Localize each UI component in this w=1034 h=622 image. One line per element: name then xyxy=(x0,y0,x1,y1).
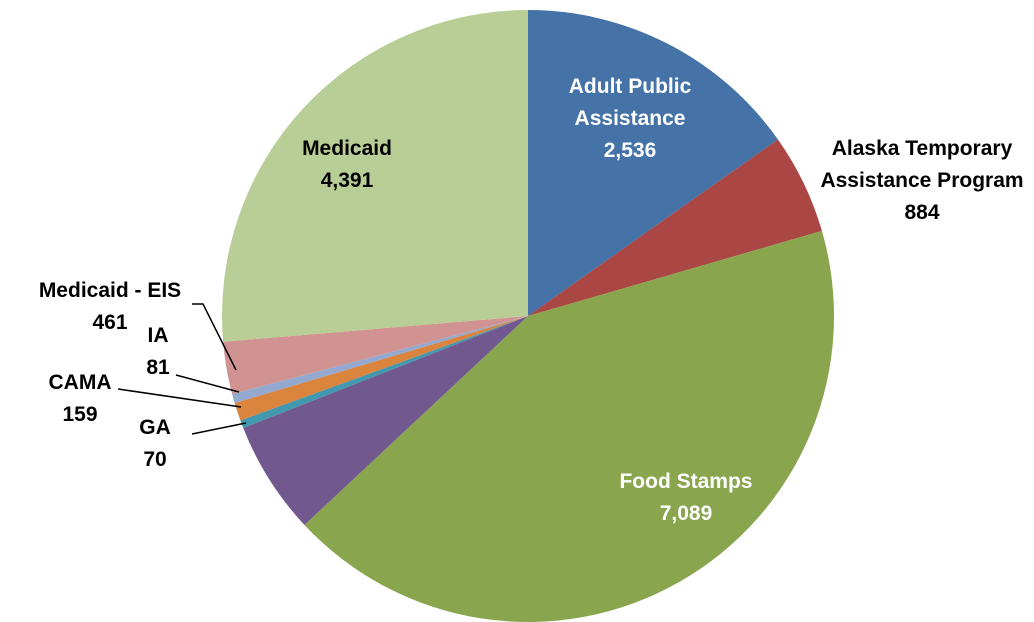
leader-line-ia xyxy=(175,374,240,393)
slice-label-medicaid: Medicaid 4,391 xyxy=(302,137,392,192)
pie-slices xyxy=(221,10,835,622)
leader-line-medicaid-eis xyxy=(192,303,237,371)
slice-category-text: Assistance xyxy=(575,107,686,130)
leader-line-cama xyxy=(117,388,242,408)
pie-slice-ga xyxy=(240,316,528,428)
slice-category-text: Medicaid - EIS xyxy=(39,279,181,302)
slice-label-alaska-temporary-assistance-program: Alaska Temporary Assistance Program 884 xyxy=(820,137,1023,224)
slice-category-text: Adult Public xyxy=(569,75,692,98)
slice-value-text: 884 xyxy=(904,201,939,224)
slice-value-text: 461 xyxy=(92,311,127,334)
slice-label-medicaid-eis: Medicaid - EIS 461 xyxy=(39,279,181,334)
slice-category-text: Medicaid xyxy=(302,137,392,160)
slice-label-food-stamps: Food Stamps 7,089 xyxy=(619,470,752,525)
pie-slice-slice-3 xyxy=(243,316,529,525)
slice-label-adult-public-assistance: Adult Public Assistance 2,536 xyxy=(569,75,692,162)
pie-slice-alaska-temporary-assistance-program xyxy=(528,139,822,316)
slice-category-text: CAMA xyxy=(49,371,112,394)
slice-value-text: 4,391 xyxy=(321,169,374,192)
slice-category-text: Alaska Temporary xyxy=(832,137,1013,160)
leader-lines xyxy=(117,303,247,435)
pie-slice-food-stamps xyxy=(304,230,835,622)
slice-category-text: GA xyxy=(139,416,171,439)
pie-slice-cama xyxy=(234,316,528,421)
slice-value-text: 81 xyxy=(146,356,170,379)
slice-value-text: 70 xyxy=(143,448,166,471)
slice-label-cama: CAMA 159 xyxy=(49,371,112,426)
pie-slice-adult-public-assistance xyxy=(528,10,778,316)
slice-labels: Adult Public Assistance 2,536 Alaska Tempor… xyxy=(39,75,1024,525)
slice-value-text: 159 xyxy=(62,403,97,426)
slice-category-text: Food Stamps xyxy=(619,470,752,493)
pie-slice-medicaid xyxy=(221,10,529,342)
slice-value-text: 2,536 xyxy=(604,139,657,162)
pie-slice-medicaid-eis xyxy=(223,316,528,395)
slice-label-ia: IA 81 xyxy=(146,324,170,379)
leader-line-ga xyxy=(191,422,247,435)
slice-label-ga: GA 70 xyxy=(139,416,171,471)
slice-category-text: Assistance Program xyxy=(820,169,1023,192)
slice-value-text: 7,089 xyxy=(660,502,713,525)
slice-category-text: IA xyxy=(148,324,169,347)
pie-slice-ia xyxy=(232,316,528,404)
